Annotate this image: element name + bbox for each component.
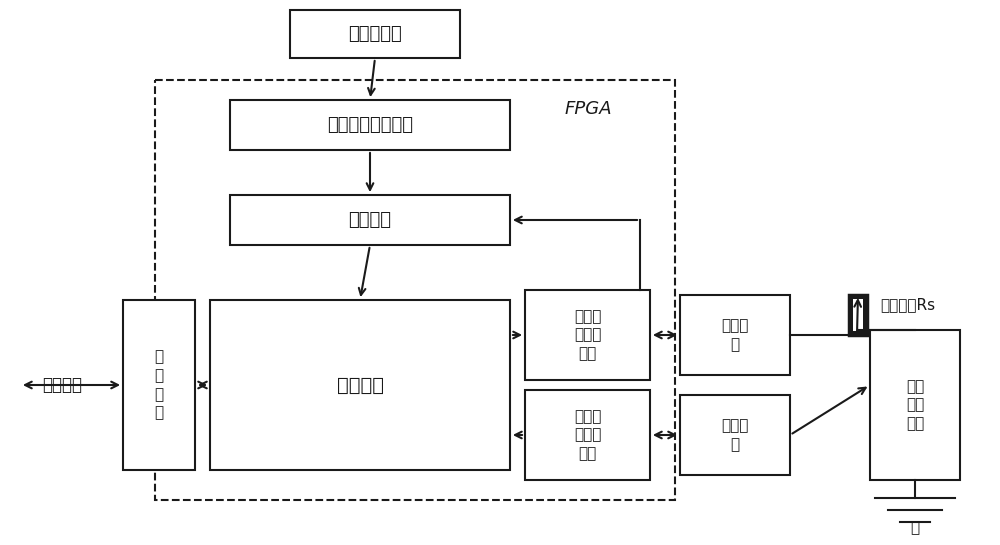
Text: 地: 地 [910, 520, 920, 535]
Text: 电流输
出驱动
逻辑: 电流输 出驱动 逻辑 [574, 309, 601, 361]
Bar [230, 195, 510, 245]
Bar [849, 295, 867, 335]
Text: 阻值计算: 阻值计算 [349, 211, 392, 229]
Text: 采样电阻Rs: 采样电阻Rs [880, 298, 935, 312]
Bar [853, 299, 863, 331]
Bar [123, 300, 195, 470]
Text: 测量电
路: 测量电 路 [721, 418, 749, 452]
Text: 电流测
量驱动
逻辑: 电流测 量驱动 逻辑 [574, 409, 601, 461]
Bar [525, 290, 650, 380]
Text: 环境温度驱动逻辑: 环境温度驱动逻辑 [327, 116, 413, 134]
Text: 主控模块: 主控模块 [336, 376, 384, 395]
Text: 驱动电
路: 驱动电 路 [721, 318, 749, 352]
Text: 通
信
协
议: 通 信 协 议 [154, 349, 164, 420]
Bar [230, 100, 510, 150]
Text: 磁浮
作动
线圈: 磁浮 作动 线圈 [906, 379, 924, 431]
Bar [680, 395, 790, 475]
Bar [870, 330, 960, 480]
Bar [210, 300, 510, 470]
Text: FPGA: FPGA [565, 100, 613, 118]
Text: 通信总线: 通信总线 [42, 376, 82, 394]
Bar [155, 80, 675, 500]
Bar [680, 295, 790, 375]
Bar [290, 10, 460, 58]
Text: 温度传感器: 温度传感器 [348, 25, 402, 43]
Bar [525, 390, 650, 480]
